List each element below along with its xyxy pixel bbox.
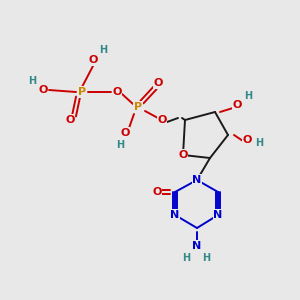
Text: H: H [99, 45, 107, 55]
Text: O: O [242, 135, 252, 145]
Text: H: H [202, 253, 210, 263]
Text: O: O [157, 115, 167, 125]
Text: N: N [192, 241, 202, 251]
Text: O: O [65, 115, 75, 125]
Text: O: O [120, 128, 130, 138]
Text: O: O [153, 78, 163, 88]
Text: H: H [182, 253, 190, 263]
Text: H: H [244, 91, 252, 101]
Text: N: N [192, 175, 202, 185]
Text: N: N [170, 210, 180, 220]
Text: O: O [38, 85, 48, 95]
Text: N: N [213, 210, 223, 220]
Text: O: O [232, 100, 242, 110]
Text: H: H [28, 76, 36, 86]
Text: P: P [134, 102, 142, 112]
Text: P: P [78, 87, 86, 97]
Text: H: H [255, 138, 263, 148]
Text: O: O [112, 87, 122, 97]
Text: O: O [88, 55, 98, 65]
Text: O: O [178, 150, 188, 160]
Text: H: H [116, 140, 124, 150]
Text: O: O [152, 187, 162, 197]
